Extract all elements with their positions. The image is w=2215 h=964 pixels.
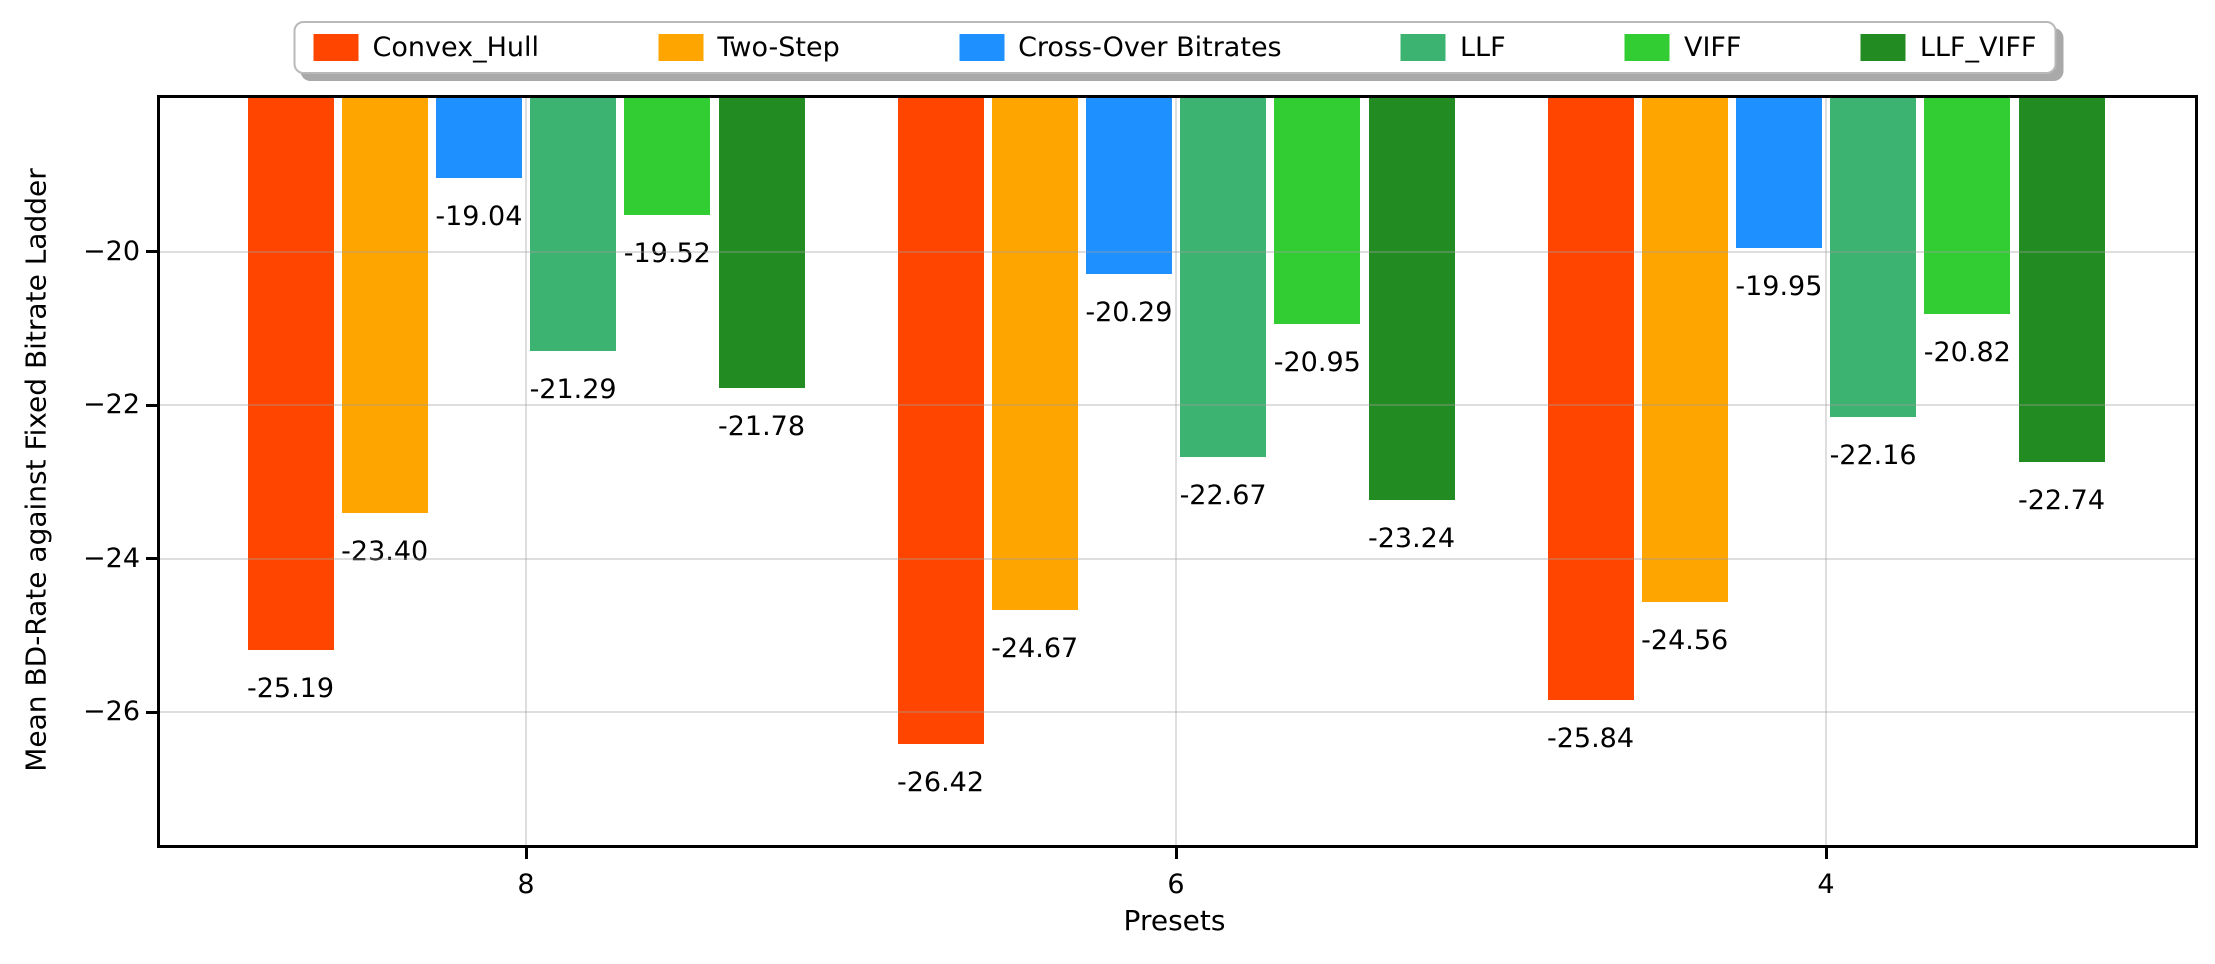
legend-label: Cross-Over Bitrates xyxy=(1018,32,1282,63)
legend-swatch xyxy=(1860,34,1906,61)
bar-llf-viff-preset-6 xyxy=(1368,98,1455,501)
bar-two-step-preset-4 xyxy=(1641,98,1728,602)
bar-two-step-preset-8 xyxy=(341,98,428,513)
bar-value-label: -21.29 xyxy=(529,373,617,405)
bar-convex-hull-preset-6 xyxy=(897,98,984,745)
bar-value-label: -23.24 xyxy=(1367,523,1456,555)
bar-value-label: -19.04 xyxy=(435,200,523,232)
x-tick-label-preset-8: 8 xyxy=(517,869,535,900)
x-axis-title: Presets xyxy=(1123,904,1226,937)
bar-value-label: -25.84 xyxy=(1546,722,1635,754)
bar-viff-preset-6 xyxy=(1274,98,1361,325)
bar-llf-preset-4 xyxy=(1830,98,1917,418)
bar-value-label: -19.52 xyxy=(623,237,711,269)
y-tick-mark xyxy=(146,403,157,407)
gridline xyxy=(1825,98,1827,845)
legend-entry-viff: VIFF xyxy=(1624,32,1742,63)
legend-swatch xyxy=(313,34,359,61)
bar-viff-preset-4 xyxy=(1924,98,2011,315)
y-tick-mark xyxy=(146,557,157,561)
bar-cross-over-bitrates-preset-4 xyxy=(1735,98,1822,248)
x-tick-mark xyxy=(524,848,528,859)
legend-label: LLF xyxy=(1459,32,1506,63)
legend-label: LLF_VIFF xyxy=(1919,32,2037,63)
x-tick-mark xyxy=(1174,848,1178,859)
bar-value-label: -23.40 xyxy=(341,535,429,567)
x-tick-mark xyxy=(1824,848,1828,859)
legend-swatch xyxy=(1400,34,1446,61)
x-tick-label-preset-6: 6 xyxy=(1167,869,1185,900)
legend-swatch xyxy=(959,34,1005,61)
bar-convex-hull-preset-4 xyxy=(1547,98,1634,700)
y-tick-mark xyxy=(146,250,157,254)
x-tick-label-preset-4: 4 xyxy=(1817,869,1835,900)
bar-value-label: -24.56 xyxy=(1641,624,1729,656)
bar-value-label: -20.95 xyxy=(1273,347,1361,379)
bar-two-step-preset-6 xyxy=(991,98,1078,611)
legend-label: VIFF xyxy=(1683,32,1742,63)
bar-llf-viff-preset-8 xyxy=(718,98,805,389)
legend: Convex_Hull Two-Step Cross-Over Bitrates LL… xyxy=(293,21,2057,74)
bar-llf-preset-8 xyxy=(530,98,617,351)
legend-swatch xyxy=(1624,34,1670,61)
legend-entry-two-step: Two-Step xyxy=(658,32,840,63)
gridline xyxy=(1175,98,1177,845)
legend-entry-cross-over-bitrates: Cross-Over Bitrates xyxy=(959,32,1282,63)
legend-entry-llf: LLF xyxy=(1400,32,1506,63)
bar-value-label: -22.67 xyxy=(1179,479,1267,511)
bar-value-label: -21.78 xyxy=(717,411,806,443)
plot-area: -25.19 -23.40 -19.04 -21.29 -19.52 -21.78 -26.… xyxy=(83,95,2198,900)
bar-value-label: -19.95 xyxy=(1735,270,1823,302)
y-tick-label: −22 xyxy=(83,389,140,421)
bar-value-label: -25.19 xyxy=(246,672,335,704)
bar-value-label: -20.82 xyxy=(1923,337,2011,369)
bar-value-label: -22.16 xyxy=(1829,440,1917,472)
y-tick-label: −24 xyxy=(83,542,140,574)
legend-entry-llf-viff: LLF_VIFF xyxy=(1860,32,2037,63)
legend-swatch xyxy=(658,34,704,61)
bar-value-label: -26.42 xyxy=(896,767,985,799)
legend-label: Two-Step xyxy=(717,32,840,63)
y-tick-label: −26 xyxy=(83,696,140,728)
y-axis-title: Mean BD-Rate against Fixed Bitrate Ladde… xyxy=(19,168,53,772)
legend-label: Convex_Hull xyxy=(372,32,540,63)
y-tick-label: −20 xyxy=(83,235,140,267)
bar-value-label: -20.29 xyxy=(1085,296,1173,328)
bar-cross-over-bitrates-preset-6 xyxy=(1085,98,1172,274)
bar-llf-preset-6 xyxy=(1180,98,1267,457)
bar-viff-preset-8 xyxy=(624,98,711,215)
gridline xyxy=(160,711,2195,714)
legend-entry-convex-hull: Convex_Hull xyxy=(313,32,540,63)
bar-value-label: -24.67 xyxy=(991,633,1079,665)
bar-value-label: -22.74 xyxy=(2017,484,2106,516)
bar-convex-hull-preset-8 xyxy=(247,98,334,650)
y-tick-mark xyxy=(146,710,157,714)
bar-llf-viff-preset-4 xyxy=(2018,98,2105,462)
bar-cross-over-bitrates-preset-8 xyxy=(435,98,522,178)
